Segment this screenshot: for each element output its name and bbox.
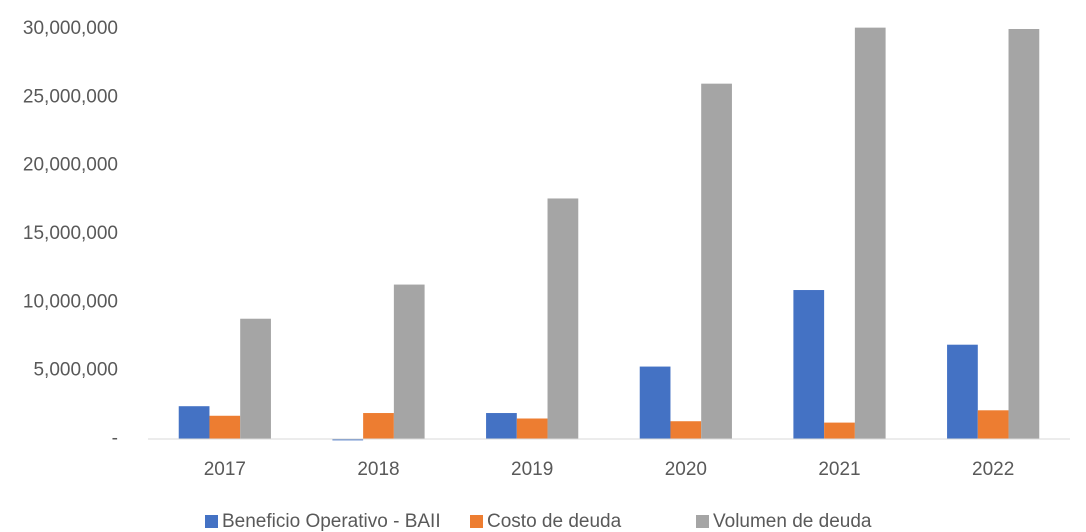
bar <box>854 27 886 440</box>
y-tick-label: 5,000,000 <box>33 360 118 381</box>
bar <box>947 344 978 439</box>
x-tick-label: 2022 <box>972 459 1014 480</box>
legend-label: Beneficio Operativo - BAII <box>222 511 441 532</box>
bar <box>209 415 241 439</box>
bar <box>701 83 732 440</box>
bar <box>793 290 825 439</box>
y-tick-label: 15,000,000 <box>23 223 118 244</box>
x-tick-label: 2017 <box>204 459 246 480</box>
legend-swatch <box>696 515 709 528</box>
bar <box>332 439 364 441</box>
y-tick-label: 30,000,000 <box>23 18 118 39</box>
bar <box>363 413 394 439</box>
y-tick-label: 10,000,000 <box>23 291 118 312</box>
legend-label: Volumen de deuda <box>713 511 872 532</box>
bar <box>977 410 1009 439</box>
bar <box>639 366 671 439</box>
y-tick-label: 20,000,000 <box>23 155 118 176</box>
bar <box>486 413 517 439</box>
x-tick-label: 2019 <box>511 459 553 480</box>
y-tick-label: - <box>112 428 118 449</box>
x-tick-label: 2020 <box>665 459 707 480</box>
bar <box>393 284 425 439</box>
bar <box>1008 29 1040 439</box>
y-tick-label: 25,000,000 <box>23 86 118 107</box>
legend-label: Costo de deuda <box>487 511 622 532</box>
x-tick-label: 2018 <box>357 459 399 480</box>
x-tick-label: 2021 <box>818 459 860 480</box>
legend-swatch <box>470 515 483 528</box>
bar <box>670 421 702 439</box>
bar <box>516 418 548 439</box>
bar <box>547 198 579 439</box>
legend-swatch <box>205 515 218 528</box>
bar <box>240 318 271 439</box>
bar <box>178 406 210 439</box>
bar <box>824 422 855 439</box>
